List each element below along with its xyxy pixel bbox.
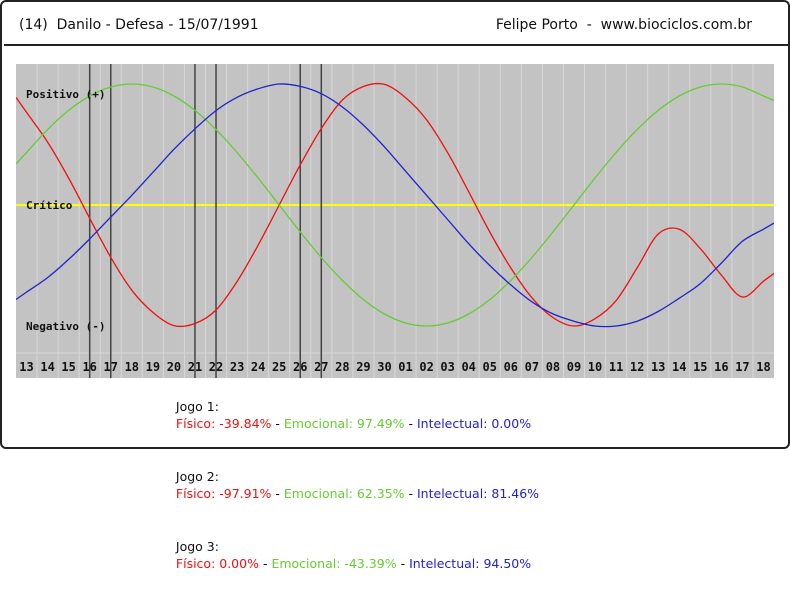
stats-sep: - bbox=[396, 556, 410, 571]
stats-fisico: Físico: -97.91% bbox=[175, 486, 272, 501]
intelectual-line bbox=[16, 83, 774, 328]
x-tick-label: 30 bbox=[377, 360, 391, 374]
x-tick-label: 18 bbox=[756, 360, 770, 374]
stats-sep: - bbox=[271, 416, 284, 431]
x-tick-label: 26 bbox=[293, 360, 307, 374]
stats-intelectual: Intelectual: 0.00% bbox=[417, 416, 532, 431]
x-tick-label: 04 bbox=[461, 360, 475, 374]
stats-sep: - bbox=[258, 556, 272, 571]
x-tick-label: 22 bbox=[209, 360, 223, 374]
stats-game-label: Jogo 1: bbox=[175, 398, 219, 414]
x-tick-label: 13 bbox=[651, 360, 665, 374]
stats-game-label: Jogo 3: bbox=[175, 538, 219, 554]
stats-intelectual: Intelectual: 81.46% bbox=[417, 486, 540, 501]
x-tick-label: 21 bbox=[188, 360, 202, 374]
label-positivo: Positivo (+) bbox=[26, 88, 105, 101]
x-tick-label: 06 bbox=[504, 360, 518, 374]
chart-title: (14) Danilo - Defesa - 15/07/1991 bbox=[19, 17, 259, 33]
x-tick-label: 09 bbox=[567, 360, 581, 374]
x-tick-label: 07 bbox=[525, 360, 539, 374]
author-site: Felipe Porto - www.biociclos.com.br bbox=[495, 17, 752, 33]
stats-emocional: Emocional: 97.49% bbox=[283, 416, 405, 431]
x-tick-label: 10 bbox=[588, 360, 602, 374]
stats-sep: - bbox=[404, 416, 417, 431]
stats-row-2: Jogo 2: Físico: -97.91% - Emocional: 62.… bbox=[160, 450, 539, 520]
x-tick-label: 25 bbox=[272, 360, 286, 374]
game-stats: Jogo 1: Físico: -39.84% - Emocional: 97.… bbox=[160, 380, 539, 590]
chart-svg: Positivo (+) Crítico Negativo (-) 13 14 15 16 1… bbox=[16, 64, 774, 378]
stats-row-3: Jogo 3: Físico: 0.00% - Emocional: -43.3… bbox=[160, 520, 539, 590]
stats-intelectual: Intelectual: 94.50% bbox=[409, 556, 532, 571]
x-tick-label: 17 bbox=[735, 360, 749, 374]
x-tick-label: 05 bbox=[483, 360, 497, 374]
x-tick-label: 28 bbox=[335, 360, 349, 374]
x-tick-label: 23 bbox=[230, 360, 244, 374]
stats-emocional: Emocional: 62.35% bbox=[283, 486, 405, 501]
x-tick-label: 16 bbox=[714, 360, 728, 374]
stats-sep: - bbox=[404, 486, 417, 501]
x-tick-label: 16 bbox=[82, 360, 96, 374]
x-tick-label: 14 bbox=[672, 360, 686, 374]
x-tick-label: 18 bbox=[125, 360, 139, 374]
x-tick-label: 24 bbox=[251, 360, 265, 374]
label-negativo: Negativo (-) bbox=[26, 320, 105, 333]
stats-sep: - bbox=[271, 486, 284, 501]
x-tick-label: 02 bbox=[419, 360, 433, 374]
x-tick-label: 11 bbox=[609, 360, 623, 374]
stats-emocional: Emocional: -43.39% bbox=[271, 556, 397, 571]
x-tick-label: 08 bbox=[546, 360, 560, 374]
stats-fisico: Físico: -39.84% bbox=[175, 416, 272, 431]
x-tick-label: 27 bbox=[314, 360, 328, 374]
fisico-line bbox=[16, 82, 774, 328]
x-tick-label: 20 bbox=[167, 360, 181, 374]
emocional-line bbox=[16, 83, 774, 327]
stats-fisico: Físico: 0.00% bbox=[175, 556, 259, 571]
x-tick-label: 17 bbox=[104, 360, 118, 374]
header-bar: (14) Danilo - Defesa - 15/07/1991 Felipe… bbox=[4, 4, 790, 46]
stats-row-1: Jogo 1: Físico: -39.84% - Emocional: 97.… bbox=[160, 380, 539, 450]
x-tick-label: 01 bbox=[398, 360, 412, 374]
stats-game-label: Jogo 2: bbox=[175, 468, 219, 484]
label-critico: Crítico bbox=[26, 199, 73, 212]
x-tick-label: 03 bbox=[440, 360, 454, 374]
biorhythm-chart: Positivo (+) Crítico Negativo (-) 13 14 15 16 1… bbox=[16, 64, 774, 378]
x-tick-label: 13 bbox=[19, 360, 33, 374]
x-tick-label: 29 bbox=[356, 360, 370, 374]
x-tick-label: 12 bbox=[630, 360, 644, 374]
x-tick-label: 14 bbox=[40, 360, 54, 374]
x-tick-label: 19 bbox=[146, 360, 160, 374]
x-tick-label: 15 bbox=[693, 360, 707, 374]
x-tick-label: 15 bbox=[61, 360, 75, 374]
